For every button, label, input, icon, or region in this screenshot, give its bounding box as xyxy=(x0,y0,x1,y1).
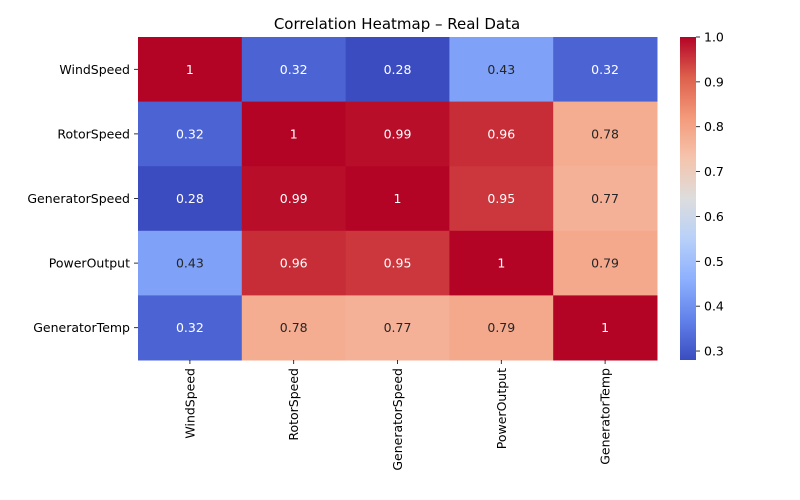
cell-value-label: 0.79 xyxy=(487,320,515,335)
x-axis-tick-labels: WindSpeed RotorSpeed GeneratorSpeed PowerOu… xyxy=(182,360,613,471)
heatmap-cell xyxy=(449,37,554,103)
colorbar-tick-label: 0.3 xyxy=(704,344,724,359)
cell-value-label: 0.32 xyxy=(280,62,308,77)
colorbar-tick-label: 0.6 xyxy=(704,209,724,224)
cell-value-label: 0.99 xyxy=(280,191,308,206)
y-tick-label: GeneratorTemp xyxy=(33,320,130,335)
cell-value-label: 0.95 xyxy=(487,191,515,206)
y-tick-label: RotorSpeed xyxy=(57,126,130,141)
colorbar-tick-label: 0.5 xyxy=(704,254,724,269)
heatmap-cells: 1 0.32 0.28 0.43 0.32 0.32 1 0.99 0.96 0.78 0.28 0.… xyxy=(138,37,658,361)
heatmap-cell xyxy=(449,166,554,232)
cell-value-label: 0.77 xyxy=(591,191,619,206)
heatmap-cell xyxy=(241,230,347,296)
colorbar-tick-label: 1.0 xyxy=(704,30,724,45)
cell-value-label: 0.28 xyxy=(384,62,412,77)
cell-value-label: 0.96 xyxy=(487,126,515,141)
heatmap-cell xyxy=(138,295,243,361)
heatmap-cell xyxy=(241,166,347,232)
y-tick-label: GeneratorSpeed xyxy=(27,191,130,206)
heatmap-cell xyxy=(138,166,243,232)
chart-title: Correlation Heatmap – Real Data xyxy=(274,15,520,33)
heatmap-cell xyxy=(345,166,450,232)
heatmap-cell xyxy=(449,295,554,361)
x-tick-label: GeneratorSpeed xyxy=(390,368,405,471)
cell-value-label: 0.79 xyxy=(591,256,619,271)
heatmap-cell xyxy=(345,101,450,167)
y-tick-label: WindSpeed xyxy=(59,62,130,77)
cell-value-label: 0.96 xyxy=(280,256,308,271)
heatmap-cell xyxy=(345,37,450,103)
colorbar-tick-label: 0.4 xyxy=(704,299,724,314)
colorbar: 0.3 0.4 0.5 0.6 0.7 0.8 0.9 1.0 xyxy=(680,30,724,360)
heatmap-cell xyxy=(241,37,347,103)
cell-value-label: 0.99 xyxy=(384,126,412,141)
cell-value-label: 0.78 xyxy=(591,126,619,141)
cell-value-label: 0.28 xyxy=(176,191,204,206)
cell-value-label: 0.77 xyxy=(384,320,412,335)
cell-value-label: 0.32 xyxy=(176,126,204,141)
heatmap-cell xyxy=(345,295,450,361)
colorbar-tick-label: 0.9 xyxy=(704,74,724,89)
heatmap-cell xyxy=(553,37,658,103)
cell-value-label: 0.32 xyxy=(176,320,204,335)
y-axis-tick-labels: WindSpeed RotorSpeed GeneratorSpeed PowerOu… xyxy=(27,62,138,335)
heatmap-cell xyxy=(449,230,554,296)
cell-value-label: 1 xyxy=(601,320,609,335)
heatmap-cell xyxy=(553,101,658,167)
heatmap-cell xyxy=(138,230,243,296)
x-tick-label: GeneratorTemp xyxy=(598,368,613,465)
cell-value-label: 1 xyxy=(497,256,505,271)
heatmap-cell xyxy=(138,101,243,167)
x-tick-label: RotorSpeed xyxy=(286,368,301,441)
x-tick-label: PowerOutput xyxy=(494,368,509,449)
cell-value-label: 1 xyxy=(290,126,298,141)
cell-value-label: 0.43 xyxy=(487,62,515,77)
cell-value-label: 1 xyxy=(394,191,402,206)
heatmap-cell xyxy=(449,101,554,167)
heatmap-cell xyxy=(345,230,450,296)
x-tick-label: WindSpeed xyxy=(182,368,197,439)
heatmap-cell xyxy=(138,37,243,103)
heatmap-cell xyxy=(553,230,658,296)
cell-value-label: 0.43 xyxy=(176,256,204,271)
heatmap-cell xyxy=(553,166,658,232)
heatmap-cell xyxy=(553,295,658,361)
cell-value-label: 0.95 xyxy=(384,256,412,271)
heatmap-cell xyxy=(241,101,347,167)
colorbar-tick-label: 0.8 xyxy=(704,119,724,134)
colorbar-gradient xyxy=(680,37,696,360)
cell-value-label: 0.78 xyxy=(280,320,308,335)
y-tick-label: PowerOutput xyxy=(49,256,130,271)
heatmap-cell xyxy=(241,295,347,361)
cell-value-label: 1 xyxy=(186,62,194,77)
cell-value-label: 0.32 xyxy=(591,62,619,77)
colorbar-tick-label: 0.7 xyxy=(704,164,724,179)
